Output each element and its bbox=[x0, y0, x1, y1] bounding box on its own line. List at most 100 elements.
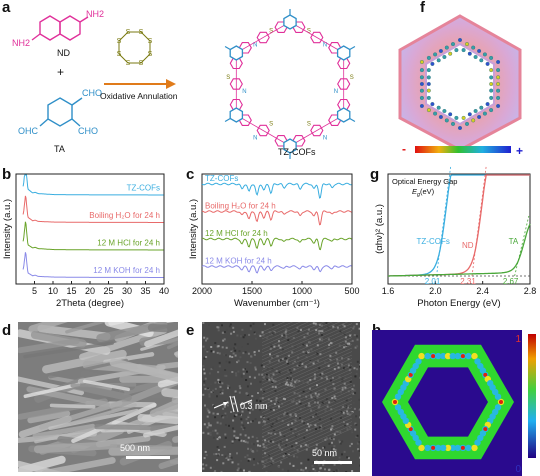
tem-grain bbox=[341, 405, 344, 408]
colorbar-max-label: 1 bbox=[515, 334, 521, 345]
tem-grain bbox=[222, 407, 225, 410]
tem-grain bbox=[224, 423, 227, 426]
tem-grain bbox=[222, 339, 225, 342]
tem-grain bbox=[272, 379, 275, 382]
tem-grain bbox=[206, 426, 209, 429]
esp-atom bbox=[454, 48, 459, 53]
methyl-bond bbox=[224, 117, 231, 123]
tem-grain bbox=[334, 448, 337, 451]
tem-grain bbox=[321, 372, 324, 375]
tem-grain bbox=[292, 432, 294, 435]
tem-grain bbox=[304, 365, 307, 368]
esp-plus-label: + bbox=[516, 144, 523, 158]
density-peak bbox=[408, 427, 413, 432]
esp-atom bbox=[496, 103, 501, 108]
tem-grain bbox=[248, 407, 251, 410]
tem-grain bbox=[203, 457, 206, 460]
tem-fringe bbox=[261, 322, 286, 333]
tem-grain bbox=[326, 405, 329, 408]
tem-fringe bbox=[261, 322, 309, 343]
tem-grain bbox=[214, 470, 217, 472]
tem-grain bbox=[339, 330, 342, 333]
density-peak bbox=[460, 354, 465, 359]
tem-grain bbox=[335, 351, 338, 354]
tem-grain bbox=[252, 450, 255, 453]
tauc-annotation: g bbox=[417, 192, 421, 198]
ftir-series-label: TZ-COFs bbox=[205, 174, 238, 183]
sem-fiber bbox=[143, 425, 178, 438]
tem-grain bbox=[202, 365, 205, 367]
tem-grain bbox=[328, 468, 331, 471]
tem-grain bbox=[235, 413, 238, 416]
tem-grain bbox=[263, 365, 266, 368]
nitrogen-atom: N bbox=[253, 136, 257, 142]
x-tick-label: 1000 bbox=[292, 286, 312, 296]
tem-grain bbox=[267, 432, 270, 434]
esp-atom bbox=[461, 115, 466, 120]
tem-grain bbox=[219, 381, 221, 384]
tem-grain bbox=[331, 441, 333, 444]
tem-grain bbox=[214, 381, 217, 384]
tem-grain bbox=[331, 397, 334, 400]
esp-atom bbox=[496, 81, 501, 86]
tem-grain bbox=[216, 326, 219, 329]
tem-fringe bbox=[261, 403, 353, 445]
nitrogen-atom: N bbox=[323, 43, 327, 49]
tem-grain bbox=[315, 443, 318, 446]
tem-scale-label: 50 nm bbox=[312, 448, 338, 458]
tem-grain bbox=[344, 340, 347, 343]
esp-atom bbox=[489, 108, 494, 113]
tem-grain bbox=[206, 350, 209, 353]
tem-grain bbox=[227, 451, 230, 454]
tem-grain bbox=[344, 336, 347, 339]
tauc-tangent bbox=[514, 215, 530, 277]
tem-grain bbox=[332, 448, 335, 451]
tem-grain bbox=[216, 412, 219, 415]
tem-grain bbox=[203, 382, 206, 385]
tem-grain bbox=[337, 471, 340, 472]
tem-grain bbox=[203, 380, 206, 383]
tem-grain bbox=[337, 420, 340, 423]
esp-atom bbox=[454, 115, 459, 120]
tem-grain bbox=[206, 349, 209, 351]
tem-grain bbox=[272, 440, 275, 443]
tem-grain bbox=[302, 381, 305, 384]
tem-grain bbox=[327, 364, 330, 367]
tem-grain bbox=[228, 424, 230, 427]
esp-atom bbox=[471, 45, 476, 50]
tem-fringe bbox=[261, 337, 353, 378]
tem-grain bbox=[303, 442, 306, 445]
reaction-scheme: NH2 NH2 ND + CHO OHC CHO TA S S S S S S … bbox=[12, 9, 356, 159]
benzene-node bbox=[283, 14, 297, 30]
tem-grain bbox=[331, 425, 334, 428]
panel-label-d: d bbox=[2, 322, 12, 339]
tem-grain bbox=[243, 427, 246, 429]
esp-atom bbox=[482, 52, 487, 57]
tem-grain bbox=[315, 428, 318, 431]
tem-grain bbox=[253, 351, 256, 353]
tauc-series-label: TZ-COFs bbox=[417, 237, 450, 246]
tem-grain bbox=[350, 412, 353, 414]
tem-grain bbox=[271, 381, 274, 383]
tem-grain bbox=[308, 350, 310, 353]
x-tick-label: 5 bbox=[32, 286, 37, 296]
density-blob bbox=[454, 352, 461, 360]
tem-grain bbox=[294, 380, 297, 383]
tem-fringe bbox=[261, 322, 333, 354]
tem-grain bbox=[261, 331, 264, 334]
tem-grain bbox=[202, 431, 205, 434]
density-peak bbox=[431, 354, 436, 359]
esp-atom bbox=[426, 95, 431, 100]
tem-grain bbox=[350, 442, 353, 445]
tauc-series-line bbox=[388, 223, 531, 277]
x-tick-label: 30 bbox=[122, 286, 132, 296]
density-blob bbox=[418, 352, 425, 360]
tem-grain bbox=[223, 405, 226, 408]
tem-grain bbox=[278, 465, 280, 468]
tem-grain bbox=[250, 420, 253, 423]
tem-grain bbox=[212, 436, 215, 439]
tem-grain bbox=[270, 344, 273, 347]
tem-grain bbox=[349, 366, 352, 368]
tem-grain bbox=[293, 391, 296, 394]
esp-atom bbox=[477, 49, 482, 54]
